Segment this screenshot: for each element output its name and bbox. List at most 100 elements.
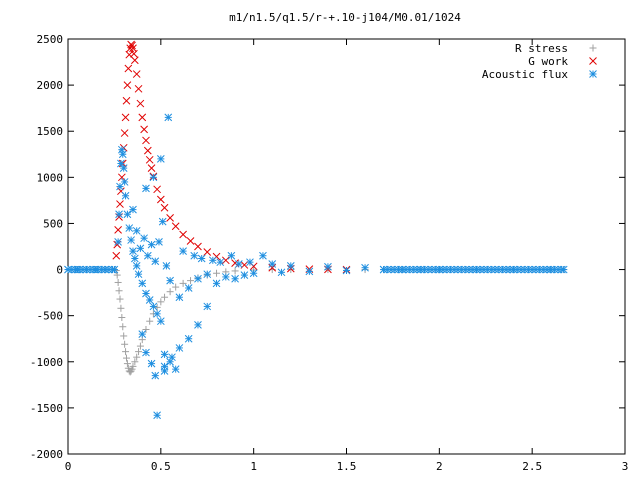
data-point xyxy=(194,242,202,251)
data-point xyxy=(142,136,150,145)
data-point xyxy=(184,334,193,343)
y-tick-label: 1000 xyxy=(37,171,64,184)
y-tick-label: 0 xyxy=(56,264,63,277)
legend-marker xyxy=(589,44,597,52)
data-point xyxy=(535,265,544,274)
data-point xyxy=(179,279,187,287)
data-point xyxy=(146,317,154,325)
data-point xyxy=(524,265,533,274)
data-point xyxy=(234,260,243,268)
data-point xyxy=(405,265,414,274)
y-tick-label: 500 xyxy=(43,217,63,230)
data-point xyxy=(166,276,174,285)
data-point xyxy=(277,268,286,277)
data-point xyxy=(203,270,212,279)
data-point xyxy=(494,265,503,274)
data-point xyxy=(156,195,165,204)
y-tick-label: -2000 xyxy=(30,448,63,461)
data-point xyxy=(149,173,158,182)
data-point xyxy=(259,251,267,260)
data-point xyxy=(151,371,160,380)
data-point xyxy=(208,256,217,265)
data-point xyxy=(161,293,169,301)
data-point xyxy=(104,265,113,274)
data-point xyxy=(149,302,158,311)
data-point xyxy=(246,258,254,267)
data-point xyxy=(476,265,485,274)
data-point xyxy=(130,56,139,65)
data-point xyxy=(136,99,145,108)
data-point xyxy=(487,265,496,274)
data-point xyxy=(119,164,128,172)
data-point xyxy=(129,247,137,255)
data-point xyxy=(187,277,195,285)
data-point xyxy=(71,265,80,274)
data-point xyxy=(166,357,174,366)
data-point xyxy=(142,326,150,333)
y-tick-label: -500 xyxy=(37,310,64,323)
data-point xyxy=(435,265,444,274)
data-point xyxy=(132,70,141,78)
data-point xyxy=(119,323,127,331)
data-point xyxy=(546,265,555,274)
data-point xyxy=(194,274,202,283)
data-point xyxy=(153,309,161,318)
data-point xyxy=(140,125,148,134)
data-point xyxy=(268,263,277,272)
data-point xyxy=(203,302,212,311)
data-point xyxy=(118,150,127,159)
data-point xyxy=(120,332,128,340)
y-tick-label: 2000 xyxy=(37,79,64,92)
data-point xyxy=(160,362,169,371)
data-point xyxy=(130,49,138,58)
data-point xyxy=(145,296,154,304)
legend-marker xyxy=(589,70,597,78)
data-point xyxy=(142,348,150,357)
data-point xyxy=(136,342,144,350)
data-point xyxy=(67,265,76,274)
data-point xyxy=(118,314,126,322)
data-point xyxy=(127,236,135,244)
data-point xyxy=(457,265,466,274)
data-point xyxy=(379,265,388,274)
data-point xyxy=(122,354,130,362)
data-point xyxy=(175,293,184,302)
data-point xyxy=(184,284,193,292)
data-point xyxy=(156,155,165,163)
data-point xyxy=(134,84,143,93)
data-point xyxy=(153,411,161,420)
data-point xyxy=(112,251,121,260)
data-point xyxy=(147,359,156,368)
data-point xyxy=(78,265,87,274)
data-point xyxy=(120,178,129,186)
data-point xyxy=(324,262,332,271)
data-point xyxy=(114,238,122,246)
data-point xyxy=(138,113,147,122)
data-point xyxy=(123,81,132,89)
data-point xyxy=(121,113,130,122)
data-point xyxy=(175,344,184,352)
data-point xyxy=(140,234,148,243)
data-point xyxy=(171,365,180,374)
data-point xyxy=(151,257,160,266)
data-point xyxy=(305,267,314,276)
data-point xyxy=(132,226,141,235)
data-point xyxy=(157,298,165,306)
data-point xyxy=(147,240,156,249)
data-point xyxy=(131,358,139,366)
legend-label: Acoustic flux xyxy=(482,68,568,81)
series-layer xyxy=(64,40,568,420)
data-point xyxy=(164,113,173,122)
data-point xyxy=(197,254,206,263)
data-point xyxy=(231,274,239,283)
data-point xyxy=(93,265,102,274)
data-point xyxy=(231,267,239,275)
data-point xyxy=(179,230,187,239)
data-point xyxy=(114,226,122,234)
data-point xyxy=(558,265,566,274)
data-point xyxy=(194,321,202,329)
data-point xyxy=(190,251,199,260)
data-point xyxy=(125,224,134,232)
